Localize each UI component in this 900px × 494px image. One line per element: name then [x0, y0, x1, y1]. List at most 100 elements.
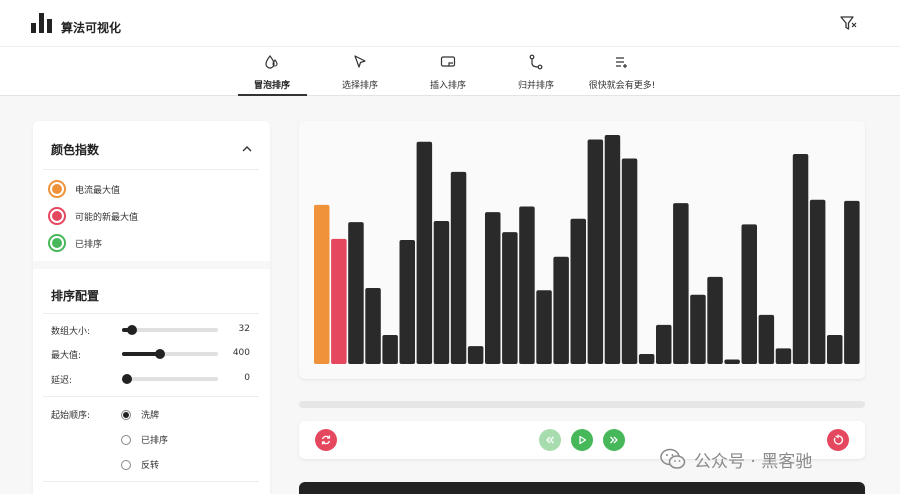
bar: [536, 290, 552, 364]
bar-chart-logo-icon: [31, 13, 52, 33]
bar: [741, 224, 757, 364]
app-header: 算法可视化: [0, 0, 900, 46]
bar: [553, 256, 569, 364]
radio-label: 已排序: [141, 436, 169, 446]
array-size-label: 数组大小:: [51, 327, 91, 337]
reset-button[interactable]: [315, 429, 337, 451]
cursor-icon: [354, 55, 366, 68]
max-value-value: 400: [232, 348, 250, 358]
active-tab-indicator: [238, 94, 307, 96]
bar: [485, 212, 501, 364]
radio-circle[interactable]: [121, 434, 131, 445]
bar: [638, 353, 655, 364]
bar: [502, 232, 518, 364]
divider: [43, 396, 259, 397]
divider: [43, 169, 259, 170]
bar: [775, 348, 792, 364]
bar: [450, 171, 467, 364]
legend-item-new-max: 可能的新最大值: [48, 207, 138, 225]
radio-label: 洗牌: [141, 411, 160, 421]
bar: [467, 346, 484, 364]
bar: [382, 334, 398, 364]
legend-label: 可能的新最大值: [75, 212, 139, 223]
sorting-chart: [299, 121, 865, 379]
orange-dot-icon: [48, 180, 66, 198]
green-dot-icon: [48, 234, 66, 252]
fast-forward-icon: [610, 436, 618, 444]
section-gap: [33, 261, 270, 269]
bar: [827, 334, 843, 364]
slider-thumb[interactable]: [126, 325, 137, 335]
play-icon: [579, 435, 587, 445]
slider-thumb[interactable]: [155, 349, 166, 359]
bar: [656, 324, 672, 364]
delay-slider[interactable]: [122, 374, 218, 384]
max-value-label: 最大值:: [51, 351, 82, 361]
tab-bubble-sort[interactable]: 冒泡排序: [232, 47, 312, 96]
rewind-icon: [546, 436, 554, 444]
insert-icon: [440, 56, 456, 67]
radio-circle[interactable]: [121, 459, 131, 470]
radio-reversed[interactable]: 反转: [121, 458, 159, 471]
tab-merge-sort[interactable]: 归并排序: [496, 47, 576, 96]
step-back-button[interactable]: [539, 429, 561, 451]
bar: [690, 294, 706, 364]
bar: [570, 218, 586, 364]
tab-coming-soon[interactable]: 很快就会有更多!: [582, 47, 662, 96]
bar: [604, 135, 621, 364]
tab-insertion-sort[interactable]: 插入排序: [408, 47, 488, 96]
bar-chart: [314, 135, 860, 364]
slider-thumb[interactable]: [122, 374, 132, 384]
divider: [43, 481, 259, 482]
delay-value: 0: [244, 373, 250, 383]
config-title: 排序配置: [51, 289, 100, 303]
settings-panel: 颜色指数 电流最大值 可能的新最大值 已排序 排序配置 数组大小: 32 最大值…: [33, 121, 270, 494]
droplet-icon: [265, 55, 278, 69]
start-order-label: 起始顺序:: [51, 411, 91, 421]
array-size-slider[interactable]: [122, 325, 218, 335]
radio-label: 反转: [141, 461, 160, 471]
bar: [673, 203, 689, 364]
filter-icon[interactable]: [839, 14, 857, 32]
app-title: 算法可视化: [61, 21, 122, 35]
bar: [399, 240, 415, 364]
legend-item-current-max: 电流最大值: [48, 180, 120, 198]
bar: [621, 158, 638, 364]
bar: [724, 359, 740, 364]
reload-button[interactable]: [827, 429, 849, 451]
chevron-up-icon[interactable]: [241, 144, 253, 154]
bar: [348, 222, 364, 364]
bar: [707, 276, 723, 364]
step-forward-button[interactable]: [603, 429, 625, 451]
bar: [587, 139, 604, 364]
tab-selection-sort[interactable]: 选择排序: [320, 47, 400, 96]
tab-label: 冒泡排序: [253, 81, 290, 91]
tab-label: 选择排序: [341, 81, 378, 91]
merge-icon: [529, 54, 543, 70]
max-value-slider[interactable]: [122, 349, 218, 359]
bar: [416, 141, 433, 364]
legend-item-sorted: 已排序: [48, 234, 102, 252]
legend-label: 电流最大值: [75, 185, 121, 196]
divider: [43, 313, 259, 314]
legend-label: 已排序: [75, 239, 103, 250]
radio-circle[interactable]: [121, 409, 131, 420]
progress-track: [299, 401, 865, 408]
playback-controls: [299, 421, 865, 459]
tab-label: 很快就会有更多!: [588, 81, 656, 91]
bar: [519, 206, 535, 364]
list-add-icon: [616, 57, 627, 68]
delay-label: 延迟:: [51, 376, 73, 386]
array-size-value: 32: [238, 324, 250, 334]
radio-shuffle[interactable]: 洗牌: [121, 408, 159, 421]
tab-label: 归并排序: [517, 81, 554, 91]
refresh-icon: [321, 435, 331, 445]
bar: [758, 314, 775, 364]
bar: [365, 288, 381, 364]
bar: [809, 199, 826, 364]
reload-icon: [833, 434, 844, 445]
play-button[interactable]: [571, 429, 593, 451]
radio-sorted[interactable]: 已排序: [121, 433, 168, 446]
tab-label: 插入排序: [429, 81, 466, 91]
bar: [792, 153, 809, 364]
